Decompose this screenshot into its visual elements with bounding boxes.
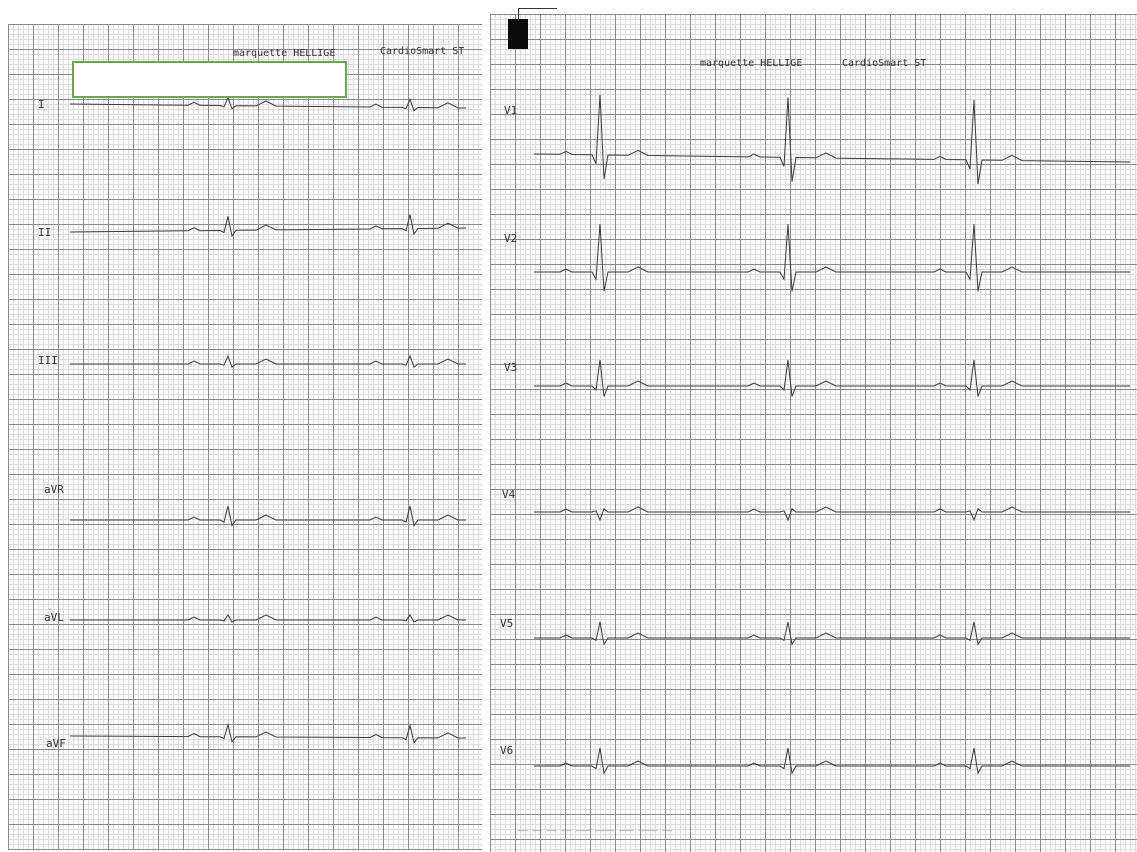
lead-label-avr: aVR [44, 483, 64, 496]
footer-right-printout: —— —— —— —— ——— ———— ——— ———— —— [518, 826, 673, 835]
lead-label-v5: V5 [500, 617, 514, 630]
lead-label-i: I [38, 98, 45, 111]
chest-leads-traces [533, 94, 1131, 775]
ecg-sheet-chest-leads: marquette HELLIGE CardioSmart ST V1 V2 V… [490, 14, 1137, 852]
header-device-right: marquette HELLIGE [700, 58, 803, 69]
black-marker [508, 19, 528, 49]
lead-label-v3: V3 [504, 361, 518, 374]
redaction-box [72, 61, 347, 98]
lead-label-v2: V2 [504, 232, 518, 245]
trace-lead-avr [70, 505, 466, 527]
trace-lead-ii [69, 214, 467, 238]
trace-lead-i [69, 96, 467, 112]
trace-lead-v5 [534, 621, 1130, 646]
trace-lead-v1 [533, 94, 1131, 185]
trace-lead-v3 [534, 359, 1130, 397]
footer-left-printout: —— —— —— —— ——— ———— ——— ———— —— [64, 820, 219, 829]
trace-lead-iii [70, 354, 466, 369]
trace-lead-v4 [534, 506, 1130, 522]
lead-label-iii: III [38, 354, 58, 367]
lead-label-avf: aVF [46, 737, 66, 750]
lead-label-v1: V1 [504, 104, 518, 117]
header-software-right: CardioSmart ST [842, 58, 927, 69]
header-software-left: CardioSmart ST [380, 46, 465, 57]
lead-label-v4: V4 [502, 488, 516, 501]
marker-line [518, 8, 557, 21]
trace-lead-avl [70, 614, 466, 623]
lead-label-ii: II [38, 226, 52, 239]
trace-lead-v6 [534, 747, 1130, 775]
ecg-sheet-limb-leads: marquette HELLIGE CardioSmart ST I II II… [8, 24, 482, 850]
trace-lead-v2 [534, 223, 1130, 292]
lead-label-avl: aVL [44, 611, 64, 624]
trace-lead-avf [69, 722, 466, 744]
lead-label-v6: V6 [500, 744, 514, 757]
header-device-left: marquette HELLIGE [233, 48, 336, 59]
limb-leads-traces [69, 96, 467, 744]
